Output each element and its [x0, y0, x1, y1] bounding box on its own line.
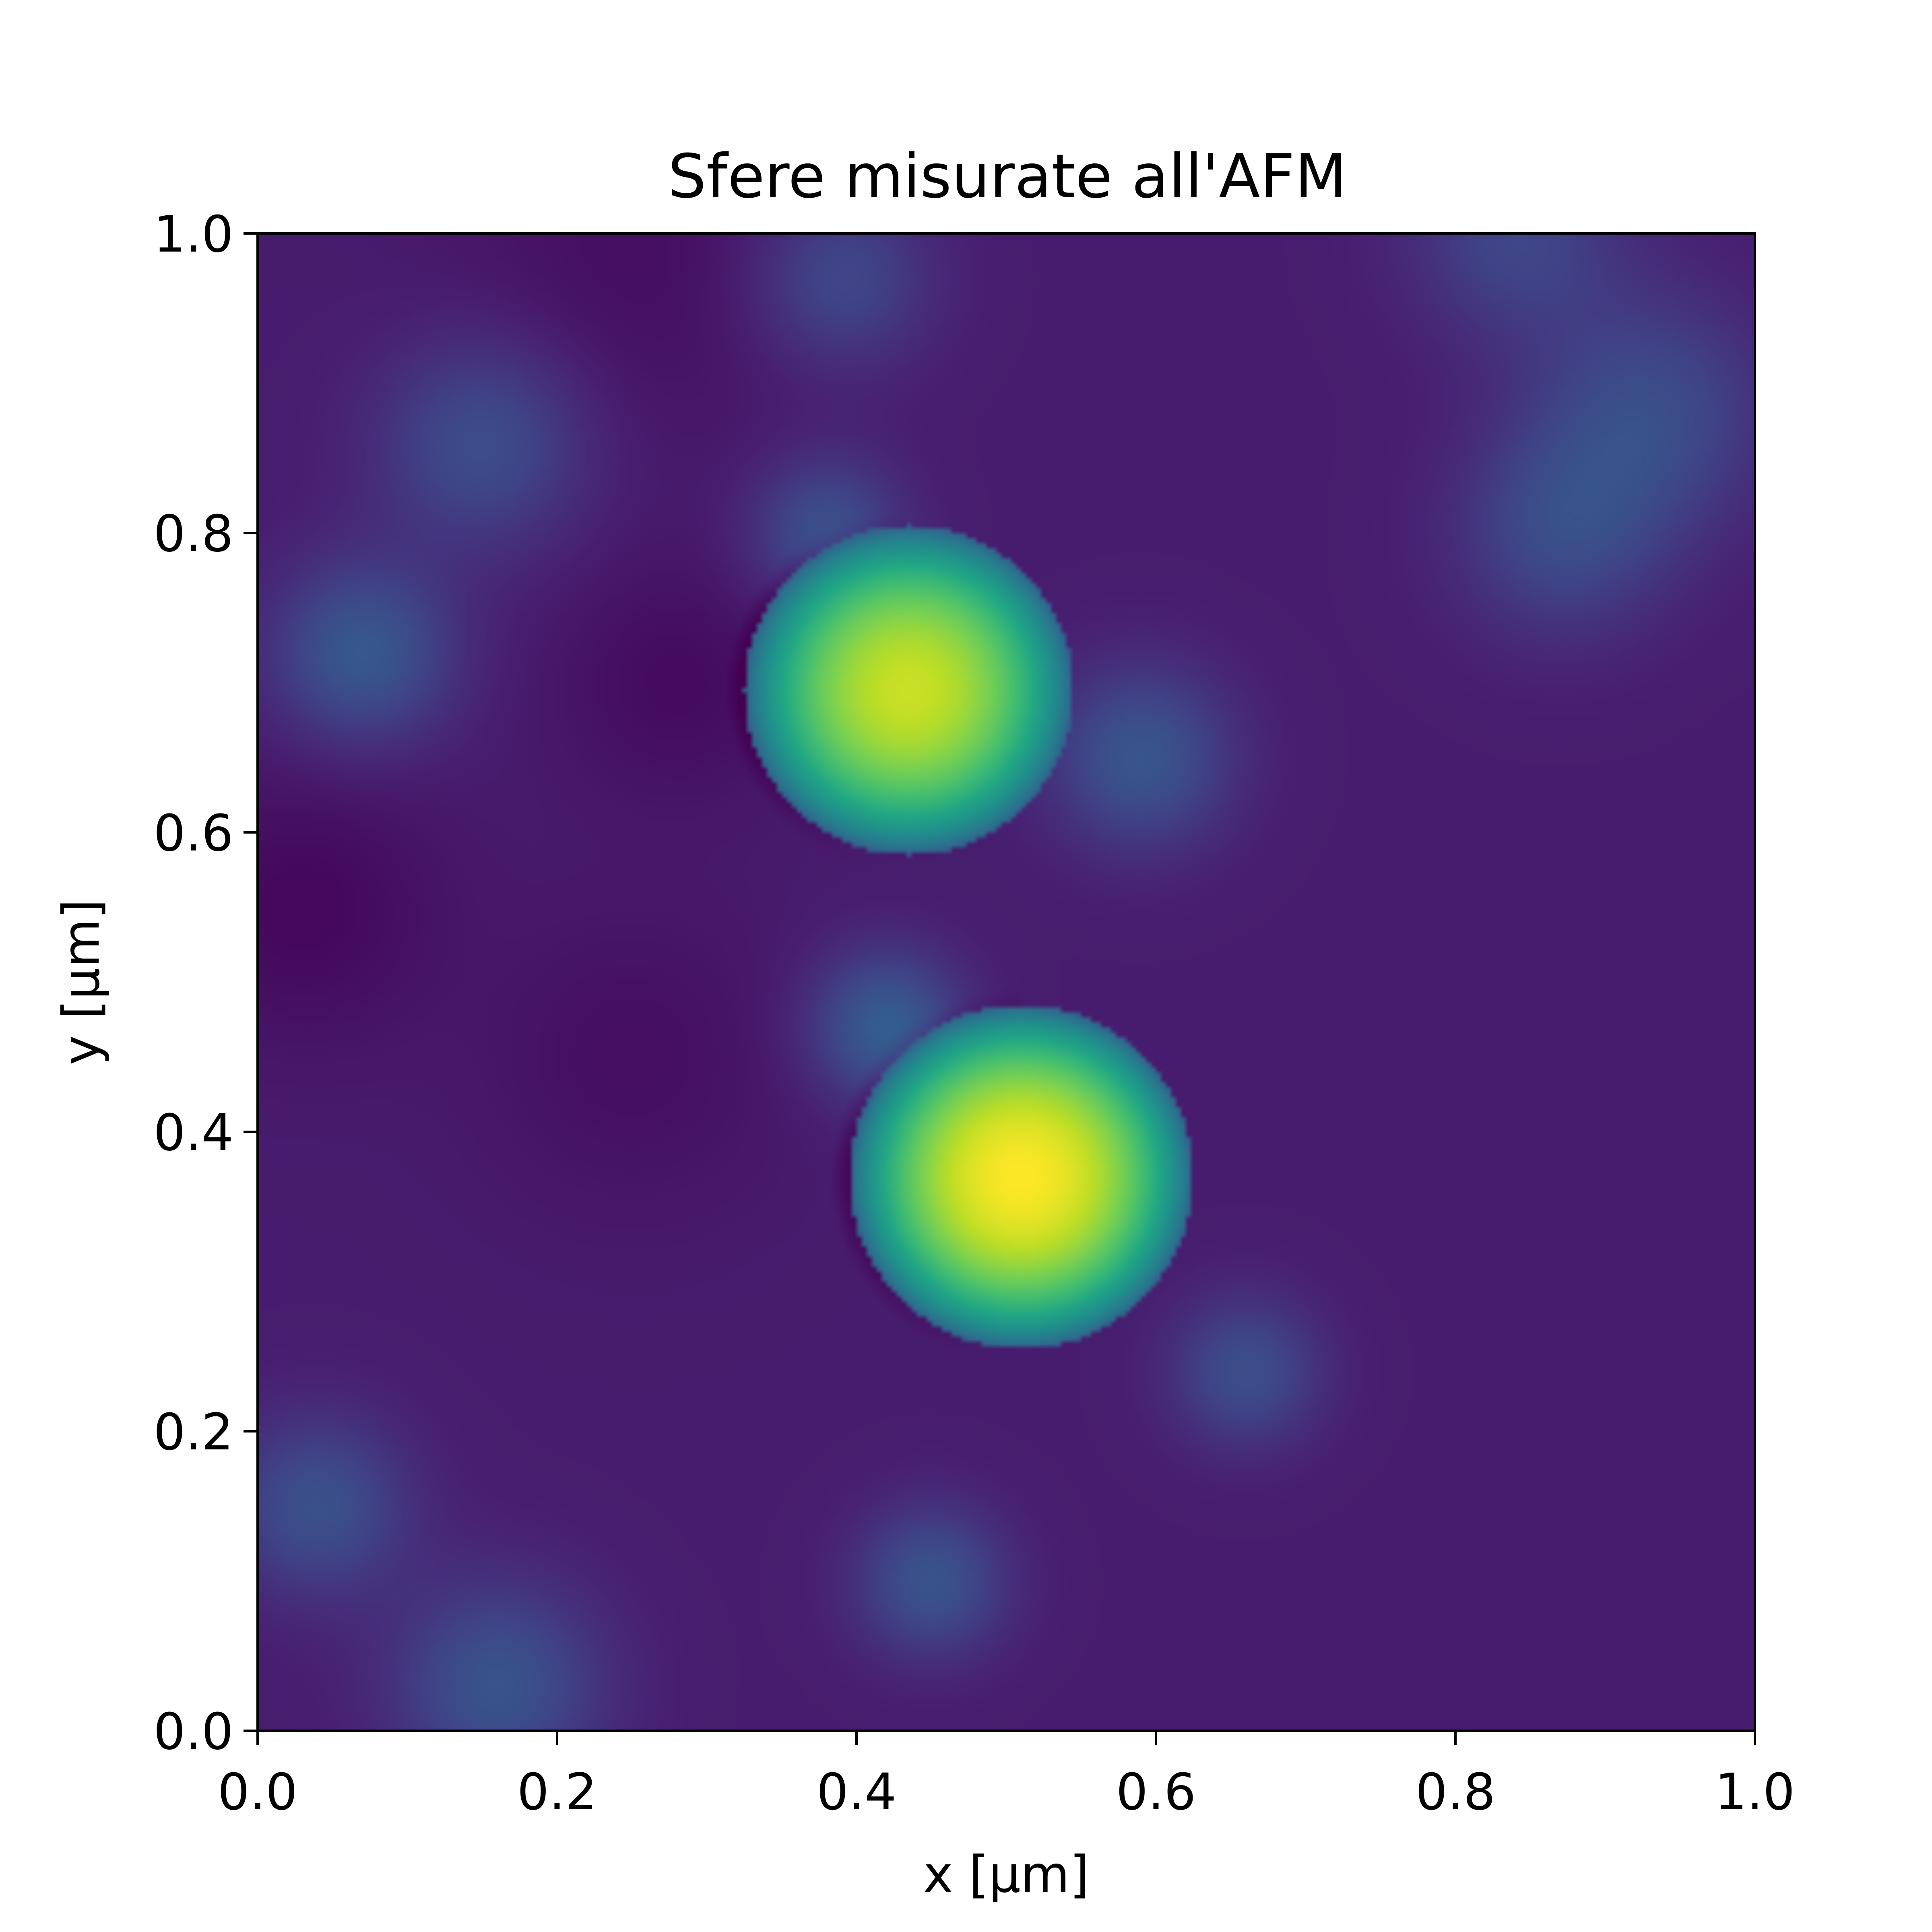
- y-axis: 0.0 0.2 0.4 0.6 0.8 1.0: [153, 205, 258, 1761]
- afm-height-map: [258, 233, 1755, 1731]
- x-tick-label: 0.6: [1116, 1763, 1196, 1821]
- y-tick-label: 0.6: [153, 804, 233, 863]
- y-tick-label: 1.0: [153, 205, 233, 264]
- y-tick-label: 0.0: [153, 1703, 233, 1761]
- y-tick-label: 0.2: [153, 1403, 233, 1461]
- y-axis-label: y [μm]: [52, 899, 111, 1065]
- y-tick-label: 0.8: [153, 505, 233, 563]
- x-axis: 0.0 0.2 0.4 0.6 0.8 1.0: [218, 1731, 1795, 1821]
- x-tick-label: 0.8: [1416, 1763, 1496, 1821]
- x-tick-label: 0.4: [817, 1763, 897, 1821]
- x-tick-label: 0.0: [218, 1763, 298, 1821]
- x-tick-label: 1.0: [1715, 1763, 1795, 1821]
- x-axis-label: x [μm]: [923, 1845, 1090, 1904]
- y-tick-label: 0.4: [153, 1104, 233, 1162]
- plot-area: [256, 232, 1756, 1732]
- x-tick-label: 0.2: [517, 1763, 597, 1821]
- plot-frame: [256, 232, 1756, 1732]
- chart-title: Sfere misurate all'AFM: [668, 142, 1347, 212]
